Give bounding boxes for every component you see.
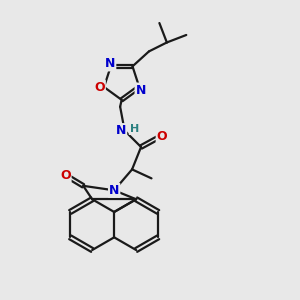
Text: N: N <box>116 124 126 137</box>
Text: N: N <box>136 83 146 97</box>
Text: N: N <box>105 58 115 70</box>
Text: O: O <box>60 169 70 182</box>
Text: H: H <box>130 124 139 134</box>
Text: N: N <box>109 184 119 197</box>
Text: O: O <box>94 80 105 94</box>
Text: O: O <box>157 130 167 143</box>
